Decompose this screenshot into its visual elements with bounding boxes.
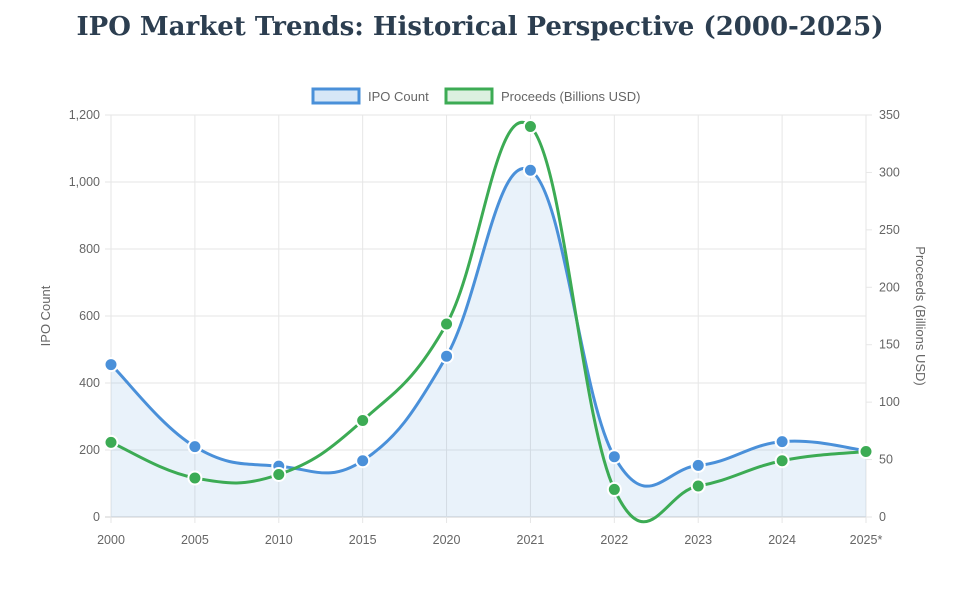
right-tick-label: 300 [879,165,900,179]
series-area-fill [111,168,866,517]
series-line [110,121,867,524]
left-axis-title: IPO Count [38,285,53,346]
series-proceeds [103,118,874,524]
right-tick-label: 50 [879,453,893,467]
chart-title: IPO Market Trends: Historical Perspectiv… [76,12,884,42]
data-point [690,478,706,494]
right-tick-label: 0 [879,510,886,524]
left-tick-label: 200 [79,443,100,457]
legend-swatch [311,87,361,105]
x-tick-label: 2023 [684,533,712,547]
right-tick-label: 100 [879,395,900,409]
left-tick-label: 400 [79,376,100,390]
right-axis-ticks: 0 50 100 150 200 250 300 350 [866,108,900,524]
legend-label: Proceeds (Billions USD) [501,89,640,104]
x-tick-label: 2022 [600,533,628,547]
x-tick-label: 2010 [265,533,293,547]
legend: IPO Count Proceeds (Billions USD) [311,87,640,105]
x-tick-label: 2015 [349,533,377,547]
left-tick-label: 1,000 [69,175,100,189]
legend-swatch [444,87,494,105]
data-point [187,470,203,486]
left-tick-label: 1,200 [69,108,100,122]
data-point [103,434,119,450]
right-tick-label: 200 [879,280,900,294]
data-point [439,348,455,364]
x-tick-label: 2024 [768,533,796,547]
right-tick-label: 150 [879,338,900,352]
left-axis-ticks: 0 200 400 600 800 1,000 1,200 [69,108,100,524]
data-point [606,481,622,497]
data-point [690,457,706,473]
data-point [187,439,203,455]
legend-label: IPO Count [368,89,429,104]
series-line [109,166,867,488]
left-tick-label: 0 [93,510,100,524]
left-tick-label: 800 [79,242,100,256]
x-tick-label: 2005 [181,533,209,547]
data-point [355,453,371,469]
data-point [103,357,119,373]
right-tick-label: 350 [879,108,900,122]
data-point [271,467,287,483]
right-tick-label: 250 [879,223,900,237]
data-point [439,316,455,332]
series-layer [103,118,874,524]
x-tick-label: 2020 [433,533,461,547]
series-ipo-count [103,162,874,517]
right-axis-title: Proceeds (Billions USD) [913,246,928,385]
data-point [522,118,538,134]
data-point [355,413,371,429]
data-point [606,449,622,465]
left-tick-label: 600 [79,309,100,323]
x-tick-label: 2000 [97,533,125,547]
x-axis-ticks: 2000 2005 2010 2015 2020 2021 2022 2023 2024 2025… [97,533,882,547]
data-point [858,444,874,460]
x-tick-label: 2025* [850,533,883,547]
data-point [774,453,790,469]
x-tick-label: 2021 [517,533,545,547]
data-point [522,162,538,178]
data-point [774,434,790,450]
